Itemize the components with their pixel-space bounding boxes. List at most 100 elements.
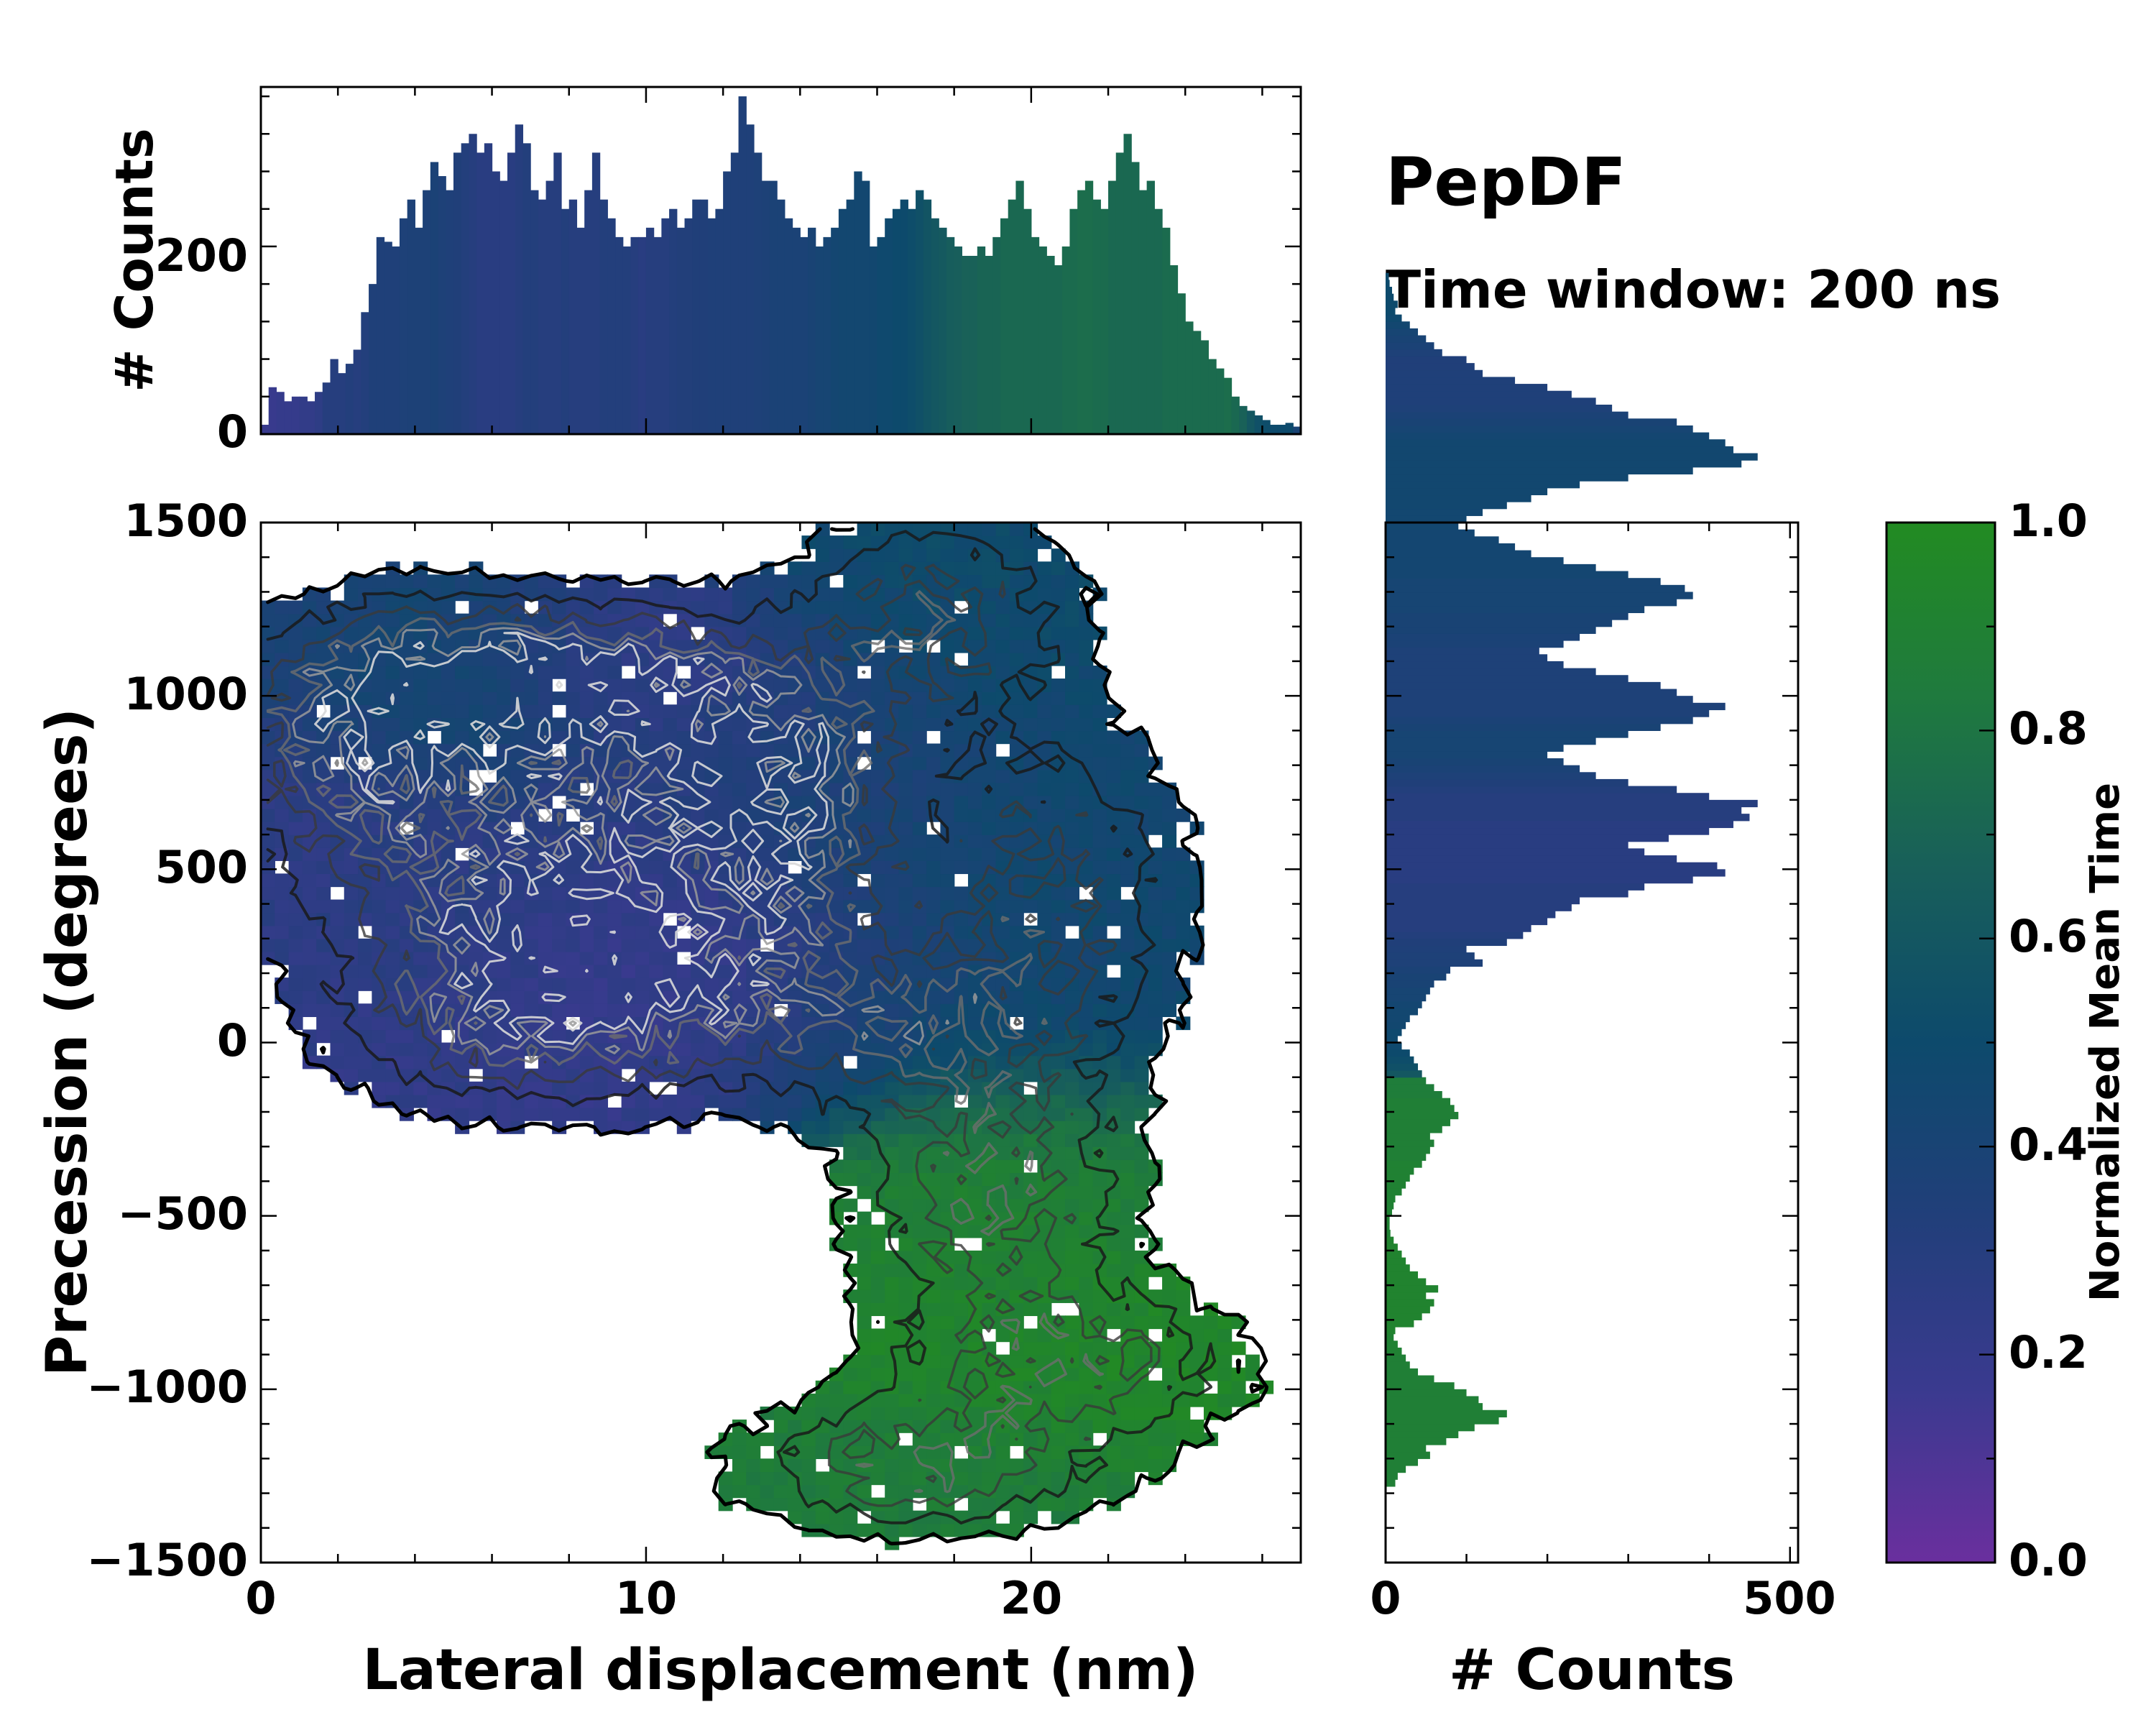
heatmap-cell: [649, 860, 664, 875]
heatmap-cell: [1217, 1393, 1233, 1407]
heatmap-cell: [1189, 1315, 1204, 1330]
top-histogram-bar: [1262, 420, 1271, 434]
heatmap-cell: [788, 1510, 803, 1524]
heatmap-cell: [1079, 1107, 1094, 1121]
heatmap-cell: [1148, 990, 1163, 1004]
heatmap-cell: [843, 1380, 858, 1394]
heatmap-cell: [579, 1003, 594, 1018]
heatmap-cell: [455, 1068, 470, 1082]
heatmap-cell: [801, 990, 816, 1004]
heatmap-cell: [455, 678, 470, 692]
heatmap-cell: [344, 587, 359, 602]
heatmap-cell: [1120, 1315, 1135, 1330]
heatmap-cell: [857, 600, 872, 615]
heatmap-cell: [926, 873, 941, 888]
heatmap-cell: [344, 860, 359, 875]
heatmap-cell: [552, 925, 567, 939]
right-histogram-bar: [1386, 1049, 1410, 1057]
heatmap-cell: [704, 795, 719, 809]
heatmap-cell: [898, 899, 913, 914]
heatmap-cell: [1037, 1393, 1052, 1407]
heatmap-cell: [1079, 795, 1094, 809]
heatmap-cell: [982, 561, 997, 576]
heatmap-cell: [524, 964, 539, 978]
right-histogram-bar: [1386, 827, 1710, 835]
heatmap-cell: [1065, 691, 1080, 705]
heatmap-cell: [1106, 756, 1121, 770]
right-histogram-bar: [1386, 1396, 1479, 1404]
top-histogram-bar: [769, 180, 778, 435]
heatmap-cell: [1065, 782, 1080, 796]
top-histogram-bar: [399, 218, 408, 434]
heatmap-cell: [510, 990, 525, 1004]
heatmap-cell: [1120, 1406, 1135, 1420]
heatmap-cell: [898, 1484, 913, 1499]
heatmap-cell: [718, 912, 733, 926]
heatmap-cell: [788, 613, 803, 627]
heatmap-cell: [441, 730, 456, 745]
heatmap-cell: [1079, 1445, 1094, 1459]
right-histogram-bar: [1386, 1424, 1475, 1432]
heatmap-cell: [635, 822, 650, 835]
heatmap-cell: [760, 613, 775, 627]
right-histogram-bar: [1386, 612, 1628, 620]
heatmap-cell: [344, 899, 359, 914]
heatmap-cell: [982, 1016, 997, 1031]
heatmap-cell: [912, 912, 927, 926]
heatmap-cell: [330, 1016, 345, 1031]
heatmap-cell: [496, 1094, 511, 1108]
heatmap-cell: [1079, 1276, 1094, 1290]
heatmap-cell: [718, 925, 733, 939]
top-histogram-bar: [1216, 368, 1225, 434]
top-histogram-bar: [1138, 190, 1148, 434]
right-histogram-bar: [1386, 1042, 1402, 1050]
right-histogram-bar: [1386, 502, 1507, 510]
heatmap-cell: [926, 886, 941, 901]
heatmap-cell: [1037, 912, 1052, 926]
heatmap-cell: [954, 795, 969, 809]
heatmap-cell: [579, 1107, 594, 1121]
heatmap-cell: [1176, 1380, 1191, 1394]
heatmap-cell: [746, 964, 761, 978]
heatmap-cell: [1051, 1341, 1066, 1356]
heatmap-cell: [663, 1094, 678, 1108]
heatmap-cell: [746, 1471, 761, 1486]
heatmap-cell: [538, 1107, 553, 1121]
heatmap-cell: [995, 1159, 1010, 1174]
heatmap-cell: [870, 912, 885, 926]
heatmap-cell: [538, 691, 553, 705]
right-histogram-bar: [1386, 1063, 1419, 1071]
heatmap-cell: [1037, 1003, 1052, 1018]
heatmap-cell: [760, 1432, 775, 1446]
figure-title: PepDF: [1386, 144, 1626, 221]
heatmap-cell: [954, 1263, 969, 1277]
heatmap-cell: [594, 964, 609, 978]
heatmap-cell: [1162, 925, 1177, 939]
heatmap-cell: [1106, 782, 1121, 796]
heatmap-cell: [857, 1224, 872, 1238]
heatmap-cell: [857, 1315, 872, 1330]
heatmap-cell: [912, 782, 927, 796]
heatmap-cell: [1037, 1198, 1052, 1213]
heatmap-cell: [385, 1042, 400, 1057]
right-histogram-bar: [1386, 848, 1645, 856]
heatmap-cell: [843, 1367, 858, 1381]
heatmap-cell: [1051, 678, 1066, 692]
heatmap-cell: [372, 1081, 387, 1095]
heatmap-cell: [898, 1055, 913, 1070]
heatmap-cell: [760, 1458, 775, 1473]
heatmap-cell: [912, 1211, 927, 1225]
heatmap-cell: [1203, 1367, 1218, 1381]
heatmap-cell: [691, 899, 706, 914]
top-histogram-bar: [707, 218, 716, 434]
heatmap-cell: [566, 1107, 581, 1121]
heatmap-cell: [621, 912, 636, 926]
top-histogram-bar: [969, 255, 978, 434]
right-histogram-bar: [1386, 481, 1580, 489]
heatmap-cell: [801, 1121, 816, 1134]
heatmap-cell: [635, 678, 650, 692]
heatmap-cell: [1092, 756, 1107, 770]
heatmap-cell: [552, 1029, 567, 1044]
heatmap-cell: [885, 1484, 900, 1499]
heatmap-cell: [1148, 1432, 1163, 1446]
